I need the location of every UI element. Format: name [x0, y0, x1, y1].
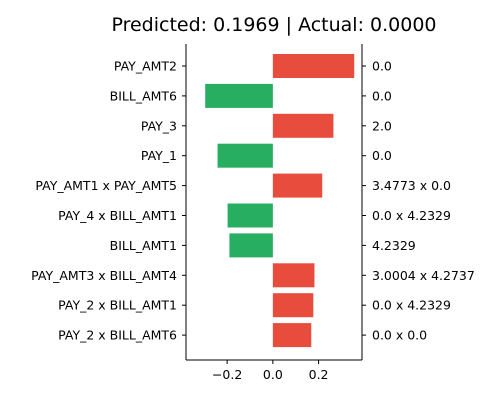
bar [217, 143, 273, 168]
x-tick-label: −0.2 [212, 367, 242, 382]
bar [205, 83, 273, 108]
bar [272, 323, 312, 348]
bar [272, 113, 334, 138]
bar [272, 173, 323, 198]
feature-value-label: 0.0 [372, 88, 392, 103]
x-tick-label: 0.2 [309, 367, 329, 382]
y-tick-label: BILL_AMT1 [110, 238, 177, 253]
feature-value-label: 3.4773 x 0.0 [372, 178, 451, 193]
feature-value-label: 3.0004 x 4.2737 [372, 268, 475, 283]
feature-value-label: 0.0 [372, 148, 392, 163]
y-tick-label: PAY_AMT2 [114, 59, 177, 74]
feature-value-label: 0.0 x 4.2329 [372, 208, 451, 223]
y-tick-label: PAY_AMT3 x BILL_AMT4 [31, 268, 177, 283]
y-tick-label: PAY_3 [141, 118, 177, 133]
y-tick-label: PAY_4 x BILL_AMT1 [58, 208, 177, 223]
bar [229, 233, 273, 258]
feature-value-label: 2.0 [372, 118, 392, 133]
feature-value-label: 0.0 [372, 59, 392, 74]
x-tick-label: 0.0 [263, 367, 283, 382]
bar [272, 263, 315, 288]
bar [272, 293, 314, 318]
y-tick-label: PAY_AMT1 x PAY_AMT5 [35, 178, 177, 193]
feature-value-label: 4.2329 [372, 238, 416, 253]
feature-value-label: 0.0 x 4.2329 [372, 298, 451, 313]
chart-title: Predicted: 0.1969 | Actual: 0.0000 [111, 14, 436, 36]
feature-value-label: 0.0 x 0.0 [372, 328, 427, 343]
y-tick-label: PAY_1 [141, 148, 177, 163]
y-tick-label: BILL_AMT6 [110, 88, 177, 103]
bar [227, 203, 273, 228]
bar [272, 54, 355, 78]
y-tick-label: PAY_2 x BILL_AMT1 [58, 298, 177, 313]
y-tick-label: PAY_2 x BILL_AMT6 [58, 328, 177, 343]
